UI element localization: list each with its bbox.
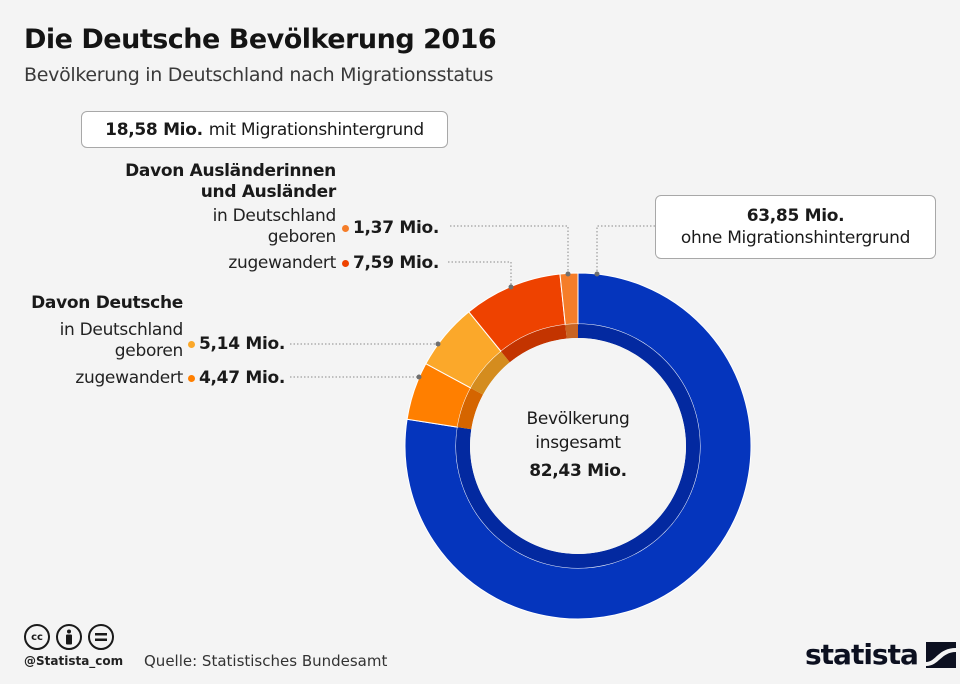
bullet-icon: [342, 259, 349, 267]
cc-icon[interactable]: cc: [24, 624, 50, 650]
donut-slice-inner-4: [565, 324, 578, 339]
license-icons: cc: [24, 624, 114, 650]
leader-ohne: [596, 225, 655, 274]
source-text: Quelle: Statistisches Bundesamt: [144, 652, 388, 670]
label-line: in Deutschland: [59, 320, 184, 340]
value-text: 1,37 Mio.: [353, 218, 440, 238]
bullet-icon: [342, 224, 349, 232]
donut-slice-inner-3: [500, 324, 567, 363]
mit-migration-box: 18,58 Mio. mit Migrationshintergrund: [81, 111, 448, 148]
ohne-migration-box: 63,85 Mio. ohne Migrationshintergrund: [655, 195, 936, 259]
deutsche-geboren-value: 5,14 Mio.: [188, 334, 285, 354]
auslaender-geboren-label: in Deutschland geboren: [100, 206, 337, 248]
chart-subtitle: Bevölkerung in Deutschland nach Migratio…: [24, 64, 494, 86]
donut-center-label: Bevölkerung insgesamt 82,43 Mio.: [478, 407, 678, 483]
center-line-1: Bevölkerung: [526, 409, 630, 429]
by-icon[interactable]: [56, 624, 82, 650]
mit-migration-text: mit Migrationshintergrund: [208, 119, 424, 140]
auslaender-heading-line2: und Ausländer: [200, 182, 337, 202]
brand-text: statista: [805, 638, 919, 671]
statista-logo[interactable]: statista: [805, 638, 956, 671]
bullet-icon: [188, 340, 195, 348]
deutsche-geboren-label: in Deutschland geboren: [0, 320, 184, 362]
nd-icon[interactable]: [88, 624, 114, 650]
leader-dot: [594, 271, 600, 277]
value-text: 5,14 Mio.: [199, 334, 286, 354]
leader-dot: [435, 341, 441, 347]
bullet-icon: [188, 374, 195, 382]
label-line: in Deutschland: [212, 206, 337, 226]
mit-migration-value: 18,58 Mio.: [105, 119, 203, 140]
center-total: 82,43 Mio.: [529, 461, 627, 481]
ohne-migration-text: ohne Migrationshintergrund: [680, 228, 911, 248]
auslaender-heading: Davon Ausländerinnen und Ausländer: [60, 161, 336, 203]
statista-logo-icon: [925, 641, 956, 668]
label-line: geboren: [267, 227, 337, 247]
deutsche-heading: Davon Deutsche: [31, 293, 183, 313]
donut-hole: [470, 338, 686, 554]
deutsche-zugewandert-label: zugewandert: [75, 368, 183, 388]
leader-auslaender-zugewandert: [448, 261, 512, 287]
auslaender-heading-line1: Davon Ausländerinnen: [125, 161, 336, 181]
value-text: 4,47 Mio.: [199, 368, 286, 388]
deutsche-zugewandert-value: 4,47 Mio.: [188, 368, 285, 388]
donut-slices: [404, 272, 752, 620]
donut-slice-inner-1: [457, 387, 484, 430]
center-line-2: insgesamt: [535, 433, 621, 453]
ohne-migration-value: 63,85 Mio.: [746, 206, 845, 226]
leader-dot: [565, 271, 571, 277]
label-line: geboren: [114, 341, 184, 361]
donut-slice-inner-2: [470, 351, 510, 395]
statista-handle[interactable]: @Statista_com: [24, 654, 124, 668]
leader-auslaender-geboren: [450, 225, 569, 274]
leader-dot: [508, 284, 514, 290]
value-text: 7,59 Mio.: [353, 253, 440, 273]
leader-lines: [290, 225, 655, 378]
auslaender-zugewandert-label: zugewandert: [228, 253, 336, 273]
auslaender-geboren-value: 1,37 Mio.: [342, 218, 439, 238]
auslaender-zugewandert-value: 7,59 Mio.: [342, 253, 439, 273]
leader-dot: [416, 374, 422, 380]
chart-title: Die Deutsche Bevölkerung 2016: [24, 24, 497, 55]
